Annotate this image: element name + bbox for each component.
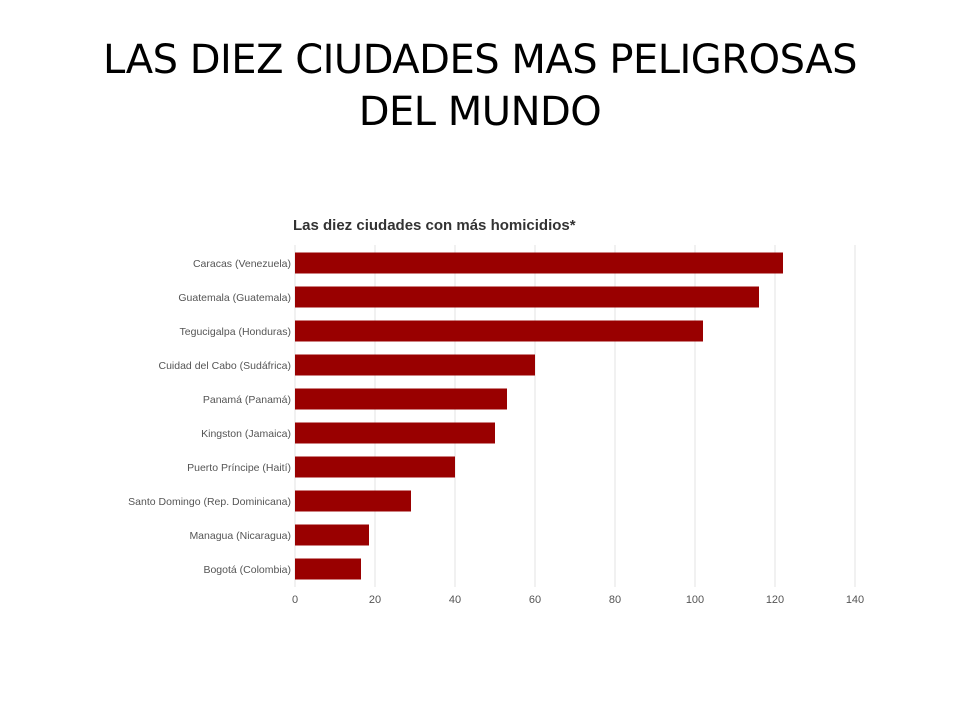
x-tick-label: 0	[292, 594, 298, 606]
category-label: Santo Domingo (Rep. Dominicana)	[128, 496, 291, 508]
chart-title: Las diez ciudades con más homicidios*	[293, 217, 576, 234]
bar	[295, 252, 783, 274]
bar	[295, 422, 495, 444]
bars	[295, 252, 783, 580]
category-labels: Caracas (Venezuela) Guatemala (Guatemala)…	[128, 258, 291, 576]
bar	[295, 558, 361, 580]
bar	[295, 286, 759, 308]
category-label: Puerto Príncipe (Haití)	[187, 462, 291, 474]
chart-container: Las diez ciudades con más homicidios* Ca…	[115, 205, 875, 625]
bar	[295, 320, 703, 342]
bar	[295, 524, 369, 546]
homicide-bar-chart: Las diez ciudades con más homicidios* Ca…	[128, 217, 864, 606]
category-label: Tegucigalpa (Honduras)	[180, 326, 291, 338]
category-label: Managua (Nicaragua)	[189, 530, 291, 542]
category-label: Kingston (Jamaica)	[201, 428, 291, 440]
bar	[295, 490, 411, 512]
slide-title: LAS DIEZ CIUDADES MAS PELIGROSAS DEL MUN…	[40, 34, 920, 138]
category-label: Bogotá (Colombia)	[203, 564, 291, 576]
x-tick-label: 60	[529, 594, 541, 606]
category-label: Guatemala (Guatemala)	[178, 292, 291, 304]
bar	[295, 388, 507, 410]
slide-title-line-1: LAS DIEZ CIUDADES MAS PELIGROSAS	[103, 37, 857, 83]
category-label: Caracas (Venezuela)	[193, 258, 291, 270]
x-tick-label: 80	[609, 594, 621, 606]
category-label: Panamá (Panamá)	[203, 394, 291, 406]
x-tick-label: 100	[686, 594, 704, 606]
x-axis-ticks: 0 20 40 60 80 100 120 140	[292, 594, 864, 606]
slide-title-line-2: DEL MUNDO	[358, 89, 602, 135]
bar	[295, 354, 535, 376]
x-tick-label: 120	[766, 594, 784, 606]
x-tick-label: 20	[369, 594, 381, 606]
x-tick-label: 40	[449, 594, 461, 606]
category-label: Cuidad del Cabo (Sudáfrica)	[159, 360, 292, 372]
bar	[295, 456, 455, 478]
x-tick-label: 140	[846, 594, 864, 606]
